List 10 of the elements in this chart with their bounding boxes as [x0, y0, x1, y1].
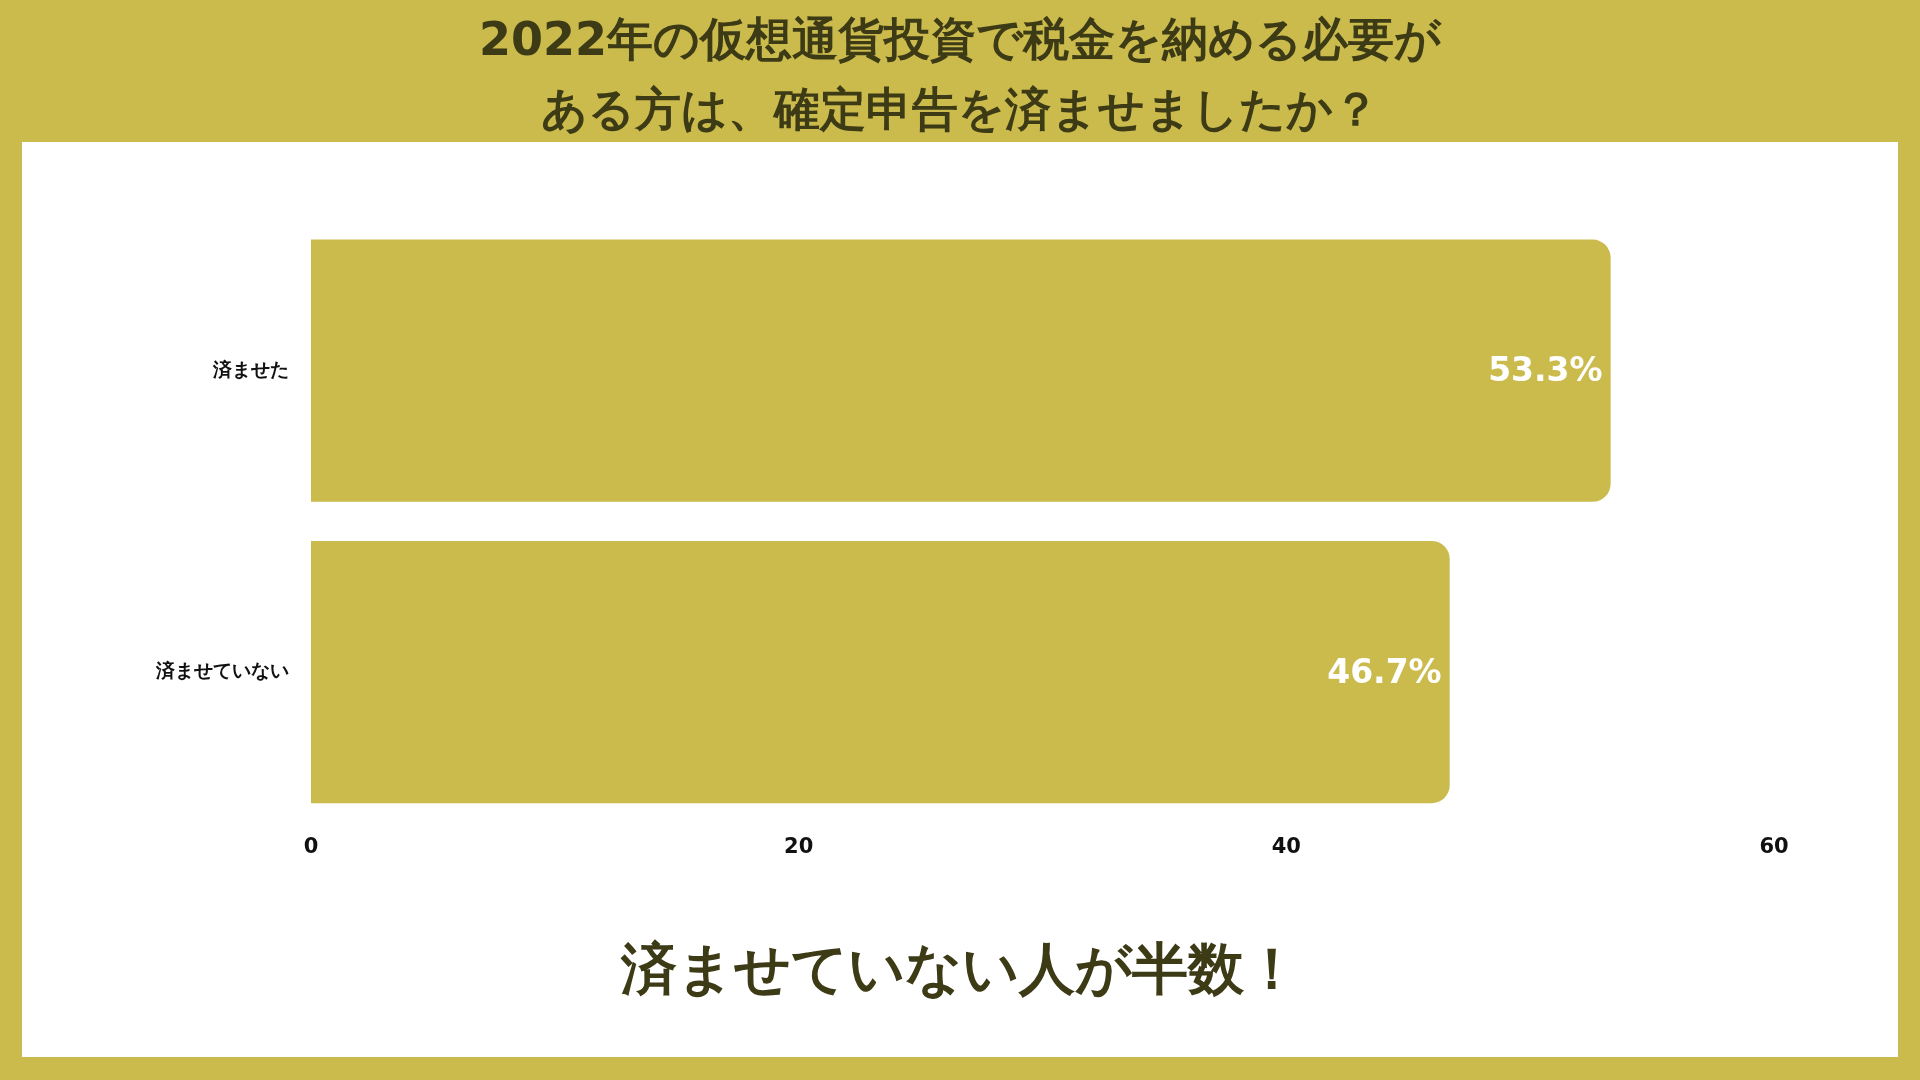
x-tick-label: 20	[784, 833, 814, 858]
text: 済ませていない人が半数！	[619, 935, 1301, 1003]
data-label: 46.7%	[1327, 651, 1442, 691]
y-tick-label: 済ませた	[212, 357, 289, 380]
x-tick-label: 0	[303, 833, 319, 858]
data-label: 53.3%	[1488, 350, 1603, 390]
chart-title: 2022年の仮想通貨投資で税金を納める必要がある方は、確定申告を済ませましたか？	[478, 11, 1443, 138]
x-tick-label: 40	[1271, 833, 1301, 858]
y-tick-label: 済ませていない	[155, 659, 289, 682]
x-tick-label: 60	[1759, 833, 1789, 858]
